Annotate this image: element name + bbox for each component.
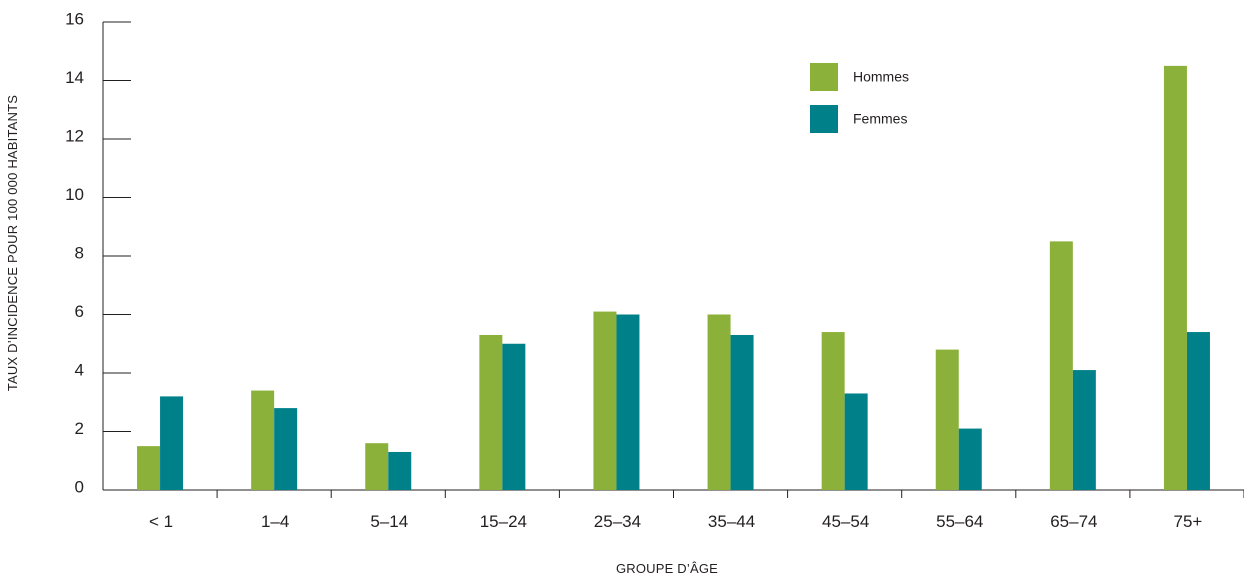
- x-tick-label: 55–64: [936, 512, 983, 531]
- x-tick-label: 25–34: [594, 512, 641, 531]
- bar-hommes-3: [479, 334, 503, 490]
- bar-femmes-6: [844, 393, 868, 490]
- bar-hommes-9: [1163, 65, 1187, 490]
- x-tick-label: 65–74: [1050, 512, 1097, 531]
- bar-hommes-8: [1049, 241, 1073, 490]
- y-axis-title: TAUX D’INCIDENCE POUR 100 000 HABITANTS: [5, 95, 20, 391]
- y-tick-label: 8: [75, 243, 84, 262]
- bars: [137, 65, 1210, 490]
- x-tick-label: 45–54: [822, 512, 869, 531]
- y-tick-label: 16: [65, 9, 84, 28]
- bar-femmes-8: [1072, 370, 1096, 490]
- bar-femmes-0: [160, 396, 184, 490]
- bar-femmes-9: [1186, 332, 1210, 490]
- legend-label-hommes: Hommes: [853, 69, 909, 85]
- bar-femmes-1: [274, 408, 298, 490]
- y-tick-label: 6: [75, 302, 84, 321]
- bar-femmes-7: [958, 428, 982, 490]
- x-tick-label: 1–4: [261, 512, 289, 531]
- bar-hommes-1: [251, 390, 275, 490]
- bar-femmes-3: [502, 343, 526, 490]
- bar-hommes-5: [707, 314, 731, 490]
- legend-label-femmes: Femmes: [853, 111, 907, 127]
- x-axis-title: GROUPE D’ÂGE: [616, 561, 718, 576]
- x-tick-label: 15–24: [480, 512, 527, 531]
- x-tick-label: 35–44: [708, 512, 755, 531]
- bar-femmes-4: [616, 314, 640, 490]
- bar-hommes-0: [137, 446, 161, 490]
- bar-hommes-6: [821, 332, 845, 490]
- x-tick-label: 5–14: [370, 512, 408, 531]
- y-tick-label: 10: [65, 185, 84, 204]
- legend-swatch-femmes: [810, 105, 838, 133]
- bar-hommes-2: [365, 443, 389, 490]
- legend-swatch-hommes: [810, 63, 838, 91]
- y-tick-label: 0: [75, 477, 84, 496]
- x-tick-label: 75+: [1174, 512, 1203, 531]
- bar-femmes-2: [388, 451, 412, 490]
- x-tick-label: < 1: [149, 512, 173, 531]
- bar-hommes-4: [593, 311, 617, 490]
- bar-femmes-5: [730, 334, 754, 490]
- axes: 0 2 4 6 8 10 12 14 16 < 1 1–4 5–14 15–24 25–34 35–44 45…: [65, 9, 1244, 531]
- y-tick-label: 14: [65, 68, 84, 87]
- y-tick-label: 4: [75, 360, 84, 379]
- y-tick-label: 12: [65, 126, 84, 145]
- legend: Hommes Femmes: [810, 63, 909, 133]
- bar-hommes-7: [935, 349, 959, 490]
- y-tick-label: 2: [75, 419, 84, 438]
